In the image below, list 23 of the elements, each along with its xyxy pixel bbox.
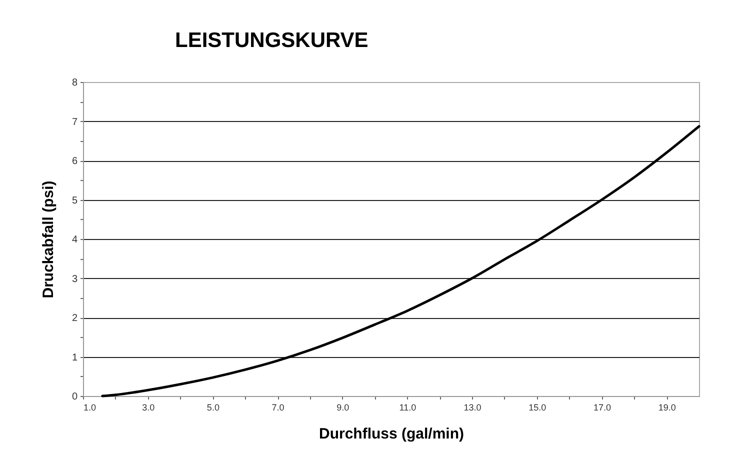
y-tick-label: 4 [72, 234, 78, 246]
x-tick-label: 5.0 [206, 402, 220, 412]
x-tick-label: 3.0 [142, 402, 155, 412]
y-tick-label: 0 [72, 392, 78, 402]
chart-title: LEISTUNGSKURVE [175, 29, 368, 52]
y-tick-label: 1 [72, 352, 78, 364]
x-tick-label: 13.0 [464, 402, 482, 412]
x-tick-label: 7.0 [272, 402, 284, 412]
x-axis-title: Durchfluss (gal/min) [318, 426, 464, 442]
y-tick-label: 2 [72, 313, 78, 324]
x-tick-label: 1.0 [84, 402, 96, 412]
x-tick-label: 15.0 [528, 402, 546, 412]
y-tick-label: 3 [72, 274, 78, 285]
line-series [101, 125, 700, 398]
y-tick-label: 5 [72, 195, 78, 206]
y-tick-label: 8 [72, 78, 78, 88]
y-tick-label: 7 [72, 116, 78, 128]
x-tick-label: 17.0 [593, 402, 611, 412]
y-axis-title: Druckabfall (psi) [40, 180, 57, 298]
y-tick-label: 6 [72, 156, 78, 167]
x-tick-label: 11.0 [399, 402, 416, 412]
x-tick-label: 9.0 [336, 402, 350, 412]
x-tick-label: 19.0 [658, 402, 676, 412]
